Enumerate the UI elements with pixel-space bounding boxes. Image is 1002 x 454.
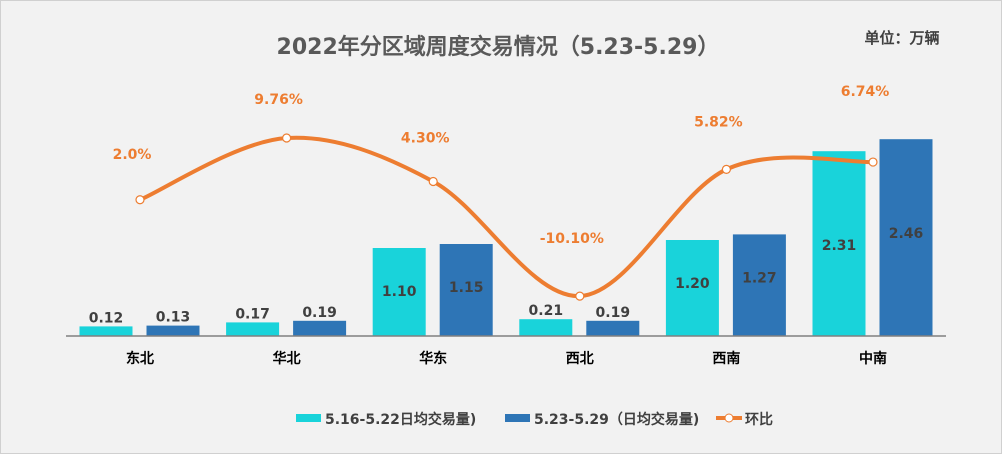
- legend-swatch: [505, 414, 530, 422]
- bar-data-label: 0.12: [89, 310, 124, 326]
- bar-data-label: 2.31: [822, 238, 857, 254]
- bar-data-label: 1.27: [742, 270, 777, 286]
- category-label: 东北: [126, 350, 154, 367]
- legend-label: 5.23-5.29（日均交易量): [534, 411, 699, 428]
- legend-label: 5.16-5.22日均交易量): [325, 411, 476, 428]
- bar-data-label: 0.21: [529, 303, 564, 319]
- legend-swatch: [296, 414, 321, 422]
- bar: [439, 244, 493, 336]
- bar: [146, 325, 200, 336]
- bar: [293, 320, 347, 336]
- line-marker: [868, 157, 878, 167]
- category-label: 中南: [859, 350, 887, 367]
- line-marker: [135, 195, 145, 205]
- line-data-label: 2.0%: [113, 147, 152, 163]
- unit-label: 单位：万辆: [864, 29, 939, 47]
- bar: [79, 326, 133, 336]
- bar-data-label: 0.19: [302, 305, 337, 321]
- line-marker: [575, 291, 585, 301]
- line-data-label: -10.10%: [540, 231, 604, 247]
- category-label: 西北: [566, 351, 594, 367]
- line-series: [138, 135, 875, 299]
- bar-data-label: 0.13: [156, 310, 191, 326]
- bar: [879, 139, 933, 336]
- bar-data-label: 1.10: [382, 284, 417, 300]
- bar: [372, 248, 426, 336]
- bar: [665, 240, 719, 336]
- bar-data-label: 0.17: [235, 306, 270, 322]
- line-data-label: 9.76%: [254, 92, 303, 108]
- chart-title: 2022年分区域周度交易情况（5.23-5.29）: [277, 34, 720, 60]
- category-label: 西南: [712, 350, 740, 367]
- category-label: 华东: [419, 350, 447, 367]
- bar: [586, 320, 640, 336]
- line-data-label: 6.74%: [841, 84, 890, 100]
- bar: [226, 322, 280, 336]
- bar-data-label: 2.46: [889, 226, 924, 242]
- bar: [732, 234, 786, 336]
- line-data-label: 5.82%: [694, 114, 743, 130]
- bar: [812, 151, 866, 336]
- bar-data-label: 0.19: [596, 305, 631, 321]
- legend-label: 环比: [745, 411, 773, 428]
- line-marker: [721, 164, 732, 174]
- bar-data-label: 1.15: [449, 280, 484, 296]
- category-label: 华北: [273, 350, 301, 367]
- line-data-label: 4.30%: [401, 130, 450, 146]
- line-marker: [282, 133, 292, 143]
- line-marker: [428, 176, 438, 187]
- bar-data-label: 1.20: [675, 276, 710, 292]
- bar: [519, 319, 573, 336]
- legend-marker: [724, 413, 734, 423]
